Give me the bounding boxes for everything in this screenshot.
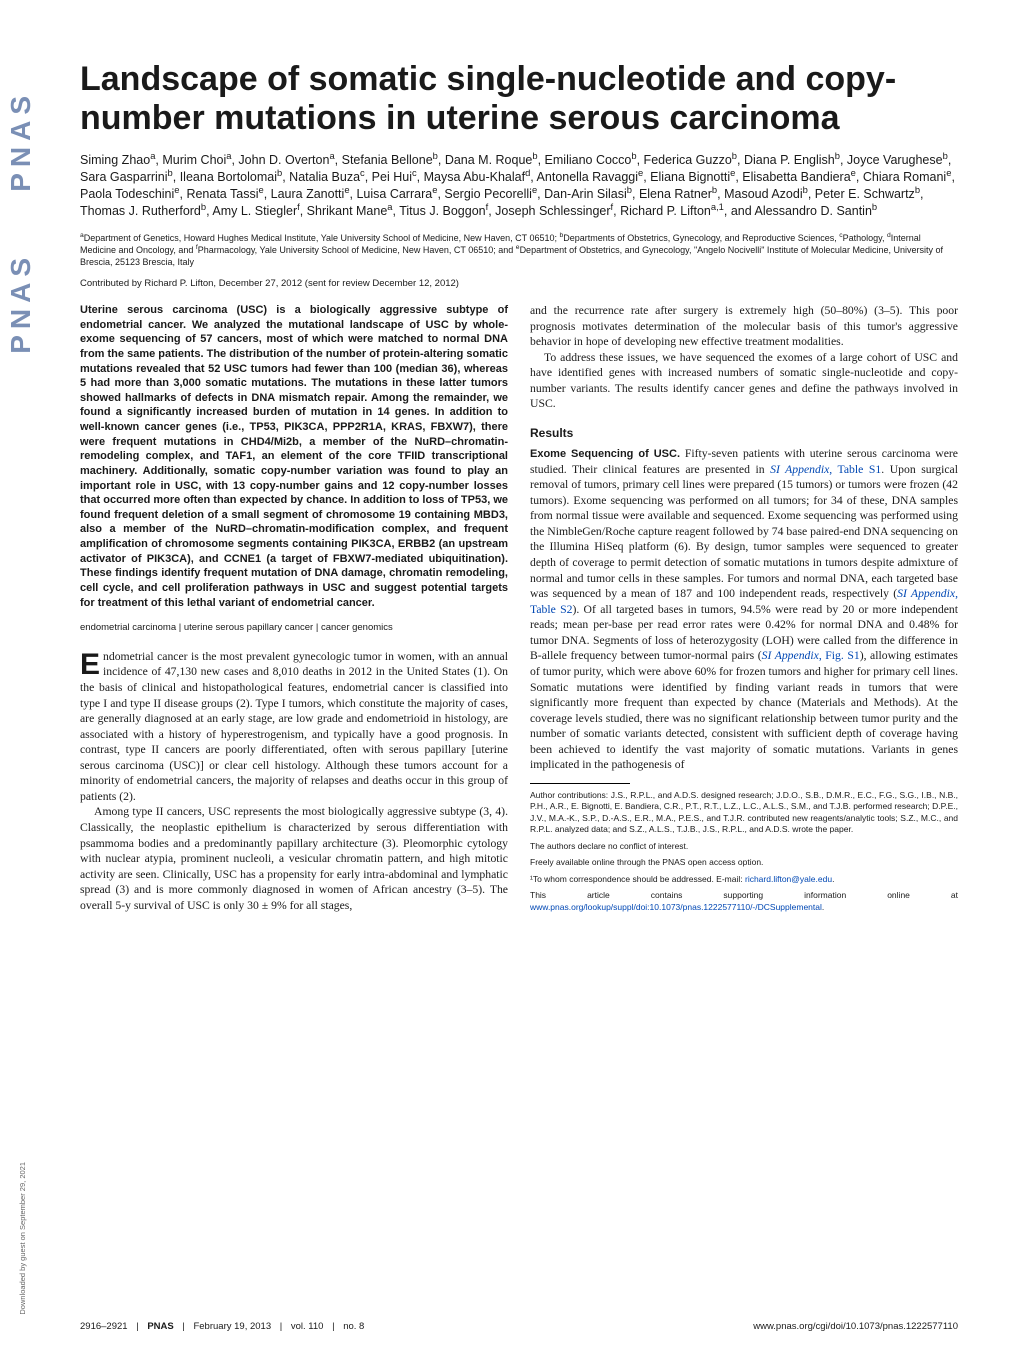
supporting-info-link[interactable]: www.pnas.org/lookup/suppl/doi:10.1073/pn… xyxy=(530,902,822,912)
main-content: Landscape of somatic single-nucleotide a… xyxy=(80,60,958,918)
pnas-logo: PNAS xyxy=(5,90,37,192)
intro-para-1: Endometrial cancer is the most prevalent… xyxy=(80,649,508,805)
conflict-statement: The authors declare no conflict of inter… xyxy=(530,841,958,852)
issue-date: February 19, 2013 xyxy=(193,1321,271,1332)
supporting-info: This article contains supporting informa… xyxy=(530,890,958,913)
col2-para-2: To address these issues, we have sequenc… xyxy=(530,350,958,412)
author-contributions: Author contributions: J.S., R.P.L., and … xyxy=(530,790,958,836)
footer-right: www.pnas.org/cgi/doi/10.1073/pnas.122257… xyxy=(753,1321,958,1332)
keywords: endometrial carcinoma | uterine serous p… xyxy=(80,622,508,635)
open-access-statement: Freely available online through the PNAS… xyxy=(530,857,958,868)
page-footer: 2916–2921 | PNAS | February 19, 2013 | v… xyxy=(80,1321,958,1332)
intro-para-2: Among type II cancers, USC represents th… xyxy=(80,804,508,913)
si-appendix-link[interactable]: SI Appendix, Table S1 xyxy=(770,463,881,476)
pnas-logo: PNAS xyxy=(5,252,37,354)
author-list: Siming Zhaoa, Murim Choia, John D. Overt… xyxy=(80,152,958,220)
download-note: Downloaded by guest on September 29, 202… xyxy=(18,1162,27,1315)
results-text-2: . Upon surgical removal of tumors, prima… xyxy=(530,463,958,601)
results-heading: Results xyxy=(530,426,958,442)
two-column-body: Uterine serous carcinoma (USC) is a biol… xyxy=(80,303,958,918)
affiliations: aDepartment of Genetics, Howard Hughes M… xyxy=(80,232,958,268)
footnote-rule xyxy=(530,783,630,784)
volume: vol. 110 xyxy=(291,1321,324,1332)
journal-name: PNAS xyxy=(147,1321,173,1332)
correspondence: ¹To whom correspondence should be addres… xyxy=(530,874,958,885)
abstract: Uterine serous carcinoma (USC) is a biol… xyxy=(80,303,508,610)
footnotes-block: Author contributions: J.S., R.P.L., and … xyxy=(530,790,958,913)
col2-para-1: and the recurrence rate after surgery is… xyxy=(530,303,958,350)
article-title: Landscape of somatic single-nucleotide a… xyxy=(80,60,958,138)
contributed-line: Contributed by Richard P. Lifton, Decemb… xyxy=(80,278,958,289)
footer-left: 2916–2921 | PNAS | February 19, 2013 | v… xyxy=(80,1321,364,1332)
correspondence-email[interactable]: richard.lifton@yale.edu xyxy=(745,874,832,884)
page-root: PNAS PNAS Downloaded by guest on Septemb… xyxy=(0,0,1020,1365)
page-range: 2916–2921 xyxy=(80,1321,128,1332)
si-appendix-link[interactable]: SI Appendix, Fig. S1 xyxy=(762,649,860,662)
results-para: Exome Sequencing of USC. Fifty-seven pat… xyxy=(530,446,958,773)
journal-sidebar: PNAS PNAS xyxy=(0,90,42,1290)
results-text-4: ), allowing estimates of tumor purity, w… xyxy=(530,649,958,771)
issue-number: no. 8 xyxy=(343,1321,364,1332)
results-runin: Exome Sequencing of USC. xyxy=(530,448,680,460)
